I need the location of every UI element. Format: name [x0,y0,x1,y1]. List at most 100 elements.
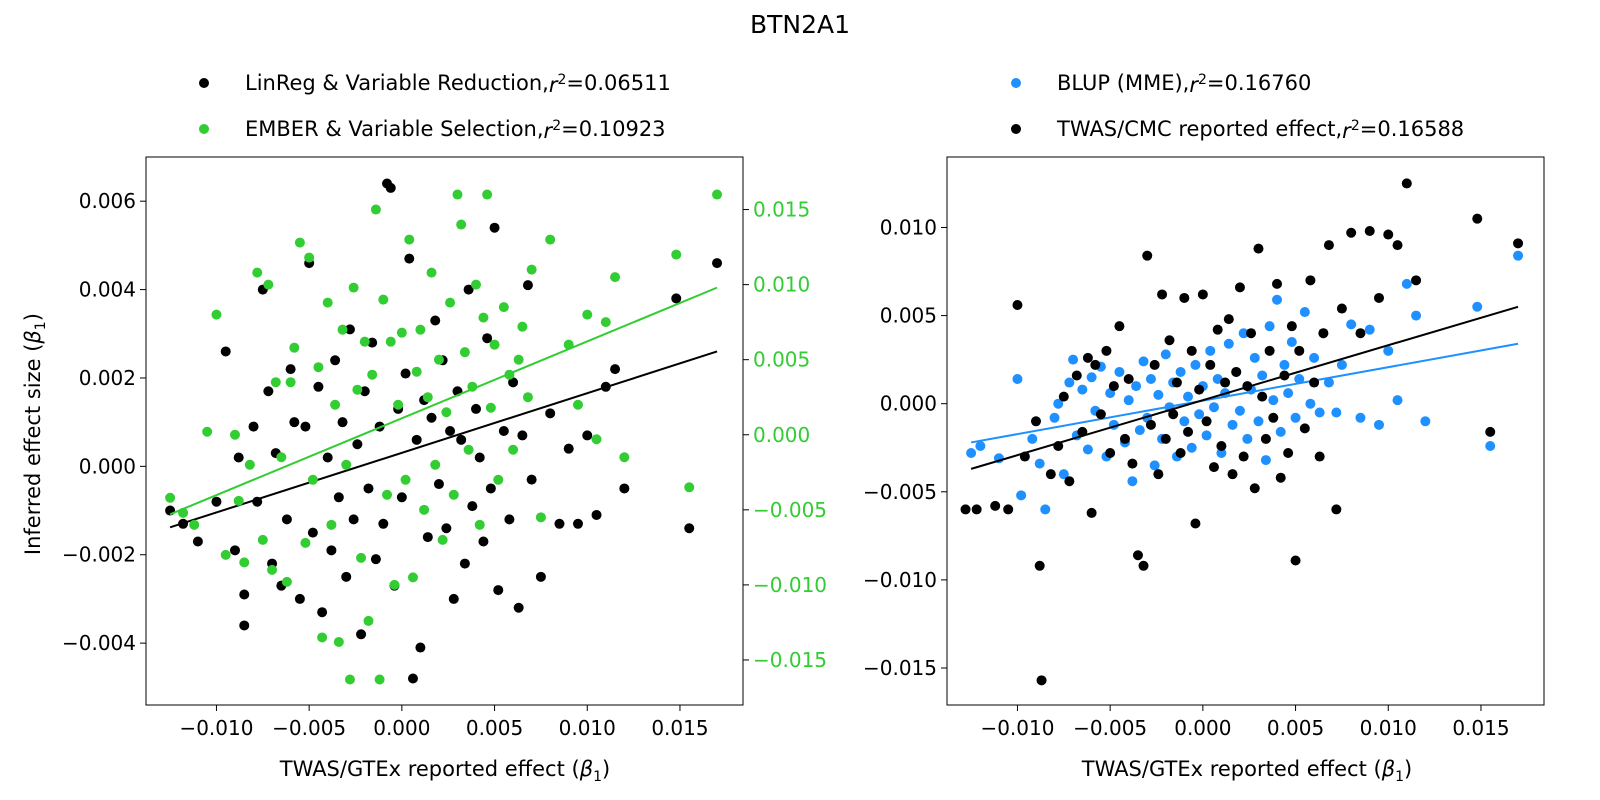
data-point [1179,292,1190,303]
legend-r2-symbol: r2 [1189,72,1207,97]
data-point [1279,359,1290,370]
fit-line [169,286,718,516]
data-point [545,408,556,419]
data-point [396,492,407,503]
data-point [1227,469,1238,480]
data-point [322,297,333,308]
data-point [307,474,318,485]
data-point [1095,409,1106,420]
data-point [526,264,537,275]
data-point [1275,472,1286,483]
data-point [493,585,504,596]
data-point [1212,374,1223,385]
data-point [433,479,444,490]
data-point [1401,178,1412,189]
data-point [990,500,1001,511]
data-point [1323,377,1334,388]
data-point [1183,391,1194,402]
data-point [1392,240,1403,251]
y-tick-label: −0.002 [62,543,136,567]
data-point [382,489,393,500]
legend-entry: EMBER & Variable Selection, r2 =0.10923 [199,106,671,152]
y-axis-label-left: Inferred effect size (β1) [20,313,50,556]
data-point [1175,448,1186,459]
data-point [445,297,456,308]
data-point [535,571,546,582]
data-point [489,339,500,350]
y2-tick-label: −0.005 [753,498,827,522]
data-point [281,576,292,587]
data-point [330,399,341,410]
data-point [1123,374,1134,385]
data-point [330,355,341,366]
data-point [1197,289,1208,300]
data-point [1034,560,1045,571]
data-point [393,399,404,410]
data-point [1216,448,1227,459]
data-point [300,421,311,432]
x-tick-label: 0.015 [651,716,708,740]
data-point [1294,374,1305,385]
data-point [1027,433,1038,444]
legend-marker [199,78,209,88]
data-point [248,421,259,432]
fit-line [970,305,1519,470]
data-point [211,496,222,507]
data-point [1513,238,1524,249]
data-point [352,384,363,395]
x-tick-label: −0.010 [980,716,1054,740]
data-point [1411,310,1422,321]
data-point [1286,337,1297,348]
data-point [348,282,359,293]
data-point [485,483,496,494]
data-point [535,512,546,523]
y-tick-label: −0.005 [863,480,937,504]
legend-marker [1011,78,1021,88]
data-point [426,412,437,423]
data-point [1183,426,1194,437]
data-point [239,557,250,568]
data-point [1238,328,1249,339]
data-point [1068,354,1079,365]
data-point [411,366,422,377]
data-point [389,579,400,590]
data-point [1086,372,1097,383]
data-point [619,483,630,494]
legend-r2-symbol: r2 [1342,118,1360,143]
data-point [582,309,593,320]
legend-r2-value: =0.10923 [561,116,666,141]
data-point [1355,412,1366,423]
data-point [448,593,459,604]
data-point [504,514,515,525]
data-point [471,279,482,290]
data-point [426,267,437,278]
data-point [966,448,977,459]
legend-entry: TWAS/CMC reported effect, r2 =0.16588 [1011,106,1464,152]
data-point [712,258,723,269]
data-point [1012,300,1023,311]
data-point [1082,444,1093,455]
legend-right: BLUP (MME), r2 =0.16760 TWAS/CMC reported … [1011,60,1464,152]
legend-r2-symbol: r2 [543,118,562,143]
data-point [1212,324,1223,335]
data-point [1064,476,1075,487]
y2-tick-label: 0.015 [753,198,810,222]
data-point [370,554,381,565]
data-point [508,444,519,455]
data-point [211,309,222,320]
data-point [359,336,370,347]
data-point [1164,335,1175,346]
data-point [1071,370,1082,381]
data-point [1260,433,1271,444]
data-point [1040,504,1051,515]
legend-entry: BLUP (MME), r2 =0.16760 [1011,60,1464,106]
data-point [485,402,496,413]
data-point [572,399,583,410]
data-point [1268,412,1279,423]
data-point [411,434,422,445]
data-point [374,674,385,685]
data-point [1309,377,1320,388]
data-point [1373,292,1384,303]
data-point [430,459,441,470]
